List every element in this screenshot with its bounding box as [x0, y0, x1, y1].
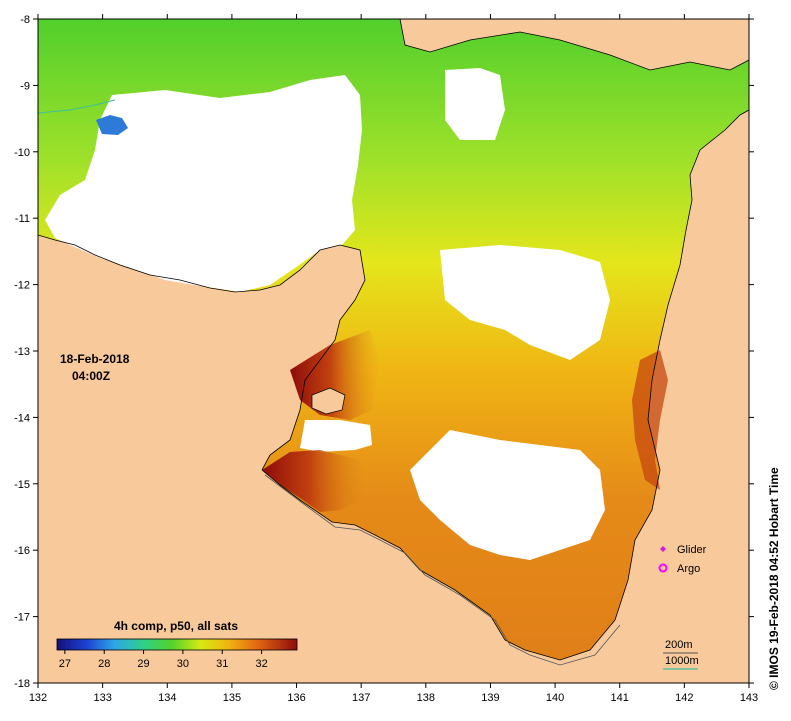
map-date: 18-Feb-2018: [60, 352, 130, 366]
y-tick-label: -9: [20, 80, 30, 92]
colorbar-tick-label: 31: [216, 658, 228, 670]
colorbar-tick-label: 32: [255, 658, 267, 670]
cloud-area-west: [300, 420, 372, 452]
cool-water-patch: [96, 115, 128, 135]
platform-legend: Glider Argo: [658, 544, 707, 575]
x-tick-label: 136: [287, 692, 305, 704]
coastline-north: [399, 19, 749, 71]
coastline-south: [261, 109, 749, 661]
contour-200m: [264, 474, 621, 666]
cloud-area-south: [410, 430, 605, 560]
provider-stamp: © IMOS 19-Feb-2018 04:52 Hobart Time: [767, 467, 781, 690]
colorbar: 4h comp, p50, all sats 27 28 29 30 31 32: [56, 619, 298, 670]
y-tick-label: -12: [14, 280, 30, 292]
contour-200-label: 200m: [665, 639, 693, 651]
cloud-area-north: [445, 68, 505, 140]
colorbar-tick-label: 27: [59, 658, 71, 670]
x-tick-label: 142: [675, 692, 693, 704]
x-tick-label: 132: [29, 692, 47, 704]
cloud-area-central: [440, 245, 610, 360]
argo-label: Argo: [677, 563, 700, 575]
y-tick-label: -13: [14, 346, 30, 358]
x-tick-label: 133: [93, 692, 111, 704]
y-tick-label: -10: [14, 147, 30, 159]
x-tick-label: 135: [223, 692, 241, 704]
warm-east-water: [632, 350, 668, 490]
x-axis: 132 133 134 135 136 137 138 139 140 141 142 143: [29, 14, 758, 704]
plot-area: [38, 19, 749, 683]
y-tick-label: -15: [14, 479, 30, 491]
colorbar-tick-label: 29: [137, 658, 149, 670]
y-tick-label: -17: [14, 612, 30, 624]
x-tick-label: 139: [481, 692, 499, 704]
contour-1000-label: 1000m: [665, 655, 699, 667]
y-tick-label: -16: [14, 545, 30, 557]
y-tick-label: -14: [14, 412, 30, 424]
glider-icon: [660, 546, 666, 552]
colorbar-title: 4h comp, p50, all sats: [114, 619, 238, 633]
y-tick-label: -8: [20, 14, 30, 26]
x-tick-label: 138: [417, 692, 435, 704]
colorbar-labels: 27 28 29 30 31 32: [59, 650, 268, 670]
contour-legend: 200m 1000m: [663, 639, 699, 670]
argo-icon: [658, 563, 668, 573]
colorbar-tick-label: 30: [177, 658, 189, 670]
island: [311, 387, 346, 415]
y-axis: -8 -9 -10 -11 -12 -13 -14 -15 -16 -17 -18: [14, 14, 754, 690]
colorbar-scale: [56, 638, 298, 651]
map-time: 04:00Z: [72, 369, 110, 383]
colorbar-tick-label: 28: [98, 658, 110, 670]
warm-west-water: [262, 450, 370, 512]
glider-label: Glider: [677, 544, 707, 556]
x-tick-label: 134: [158, 692, 176, 704]
coastline-west: [38, 234, 366, 471]
y-tick-label: -11: [15, 213, 30, 225]
contour-1000m: [38, 99, 116, 114]
x-tick-label: 137: [352, 692, 370, 704]
x-tick-label: 143: [740, 692, 758, 704]
y-tick-label: -18: [14, 678, 30, 690]
x-tick-label: 140: [546, 692, 564, 704]
x-tick-label: 141: [611, 692, 629, 704]
